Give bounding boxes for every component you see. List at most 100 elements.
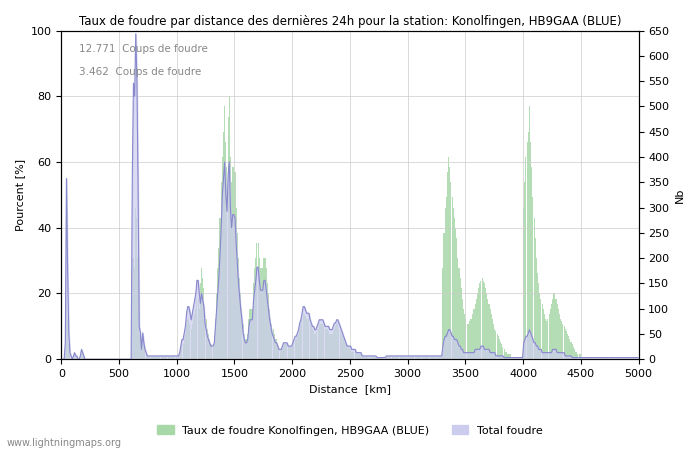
Bar xyxy=(601,357,603,359)
Bar xyxy=(67,319,68,359)
Bar xyxy=(564,326,565,359)
Bar xyxy=(493,324,494,359)
Bar xyxy=(394,357,395,359)
Bar xyxy=(608,358,610,359)
Bar xyxy=(297,337,298,359)
Bar xyxy=(460,278,461,359)
Bar xyxy=(615,358,617,359)
Text: 3.462  Coups de foudre: 3.462 Coups de foudre xyxy=(78,67,201,76)
Bar xyxy=(164,357,165,359)
Bar xyxy=(477,293,478,359)
Bar xyxy=(590,357,591,359)
Bar xyxy=(210,344,211,359)
Bar xyxy=(620,358,621,359)
Bar xyxy=(536,258,537,359)
Bar xyxy=(325,329,326,359)
Bar xyxy=(382,358,384,359)
Bar xyxy=(346,346,347,359)
Bar xyxy=(344,342,345,359)
Bar xyxy=(345,344,346,359)
Bar xyxy=(455,228,456,359)
Bar xyxy=(220,182,222,359)
Bar xyxy=(424,357,425,359)
Bar xyxy=(407,357,409,359)
Bar xyxy=(261,268,262,359)
Bar xyxy=(267,284,268,359)
Bar xyxy=(540,298,542,359)
Bar xyxy=(245,339,246,359)
Bar xyxy=(606,358,608,359)
Bar xyxy=(188,319,189,359)
Bar xyxy=(141,349,142,359)
Bar xyxy=(262,268,263,359)
Bar xyxy=(603,357,604,359)
Bar xyxy=(433,357,434,359)
Bar xyxy=(483,281,484,359)
Bar xyxy=(469,321,470,359)
Bar xyxy=(573,346,574,359)
Bar xyxy=(178,357,179,359)
Bar xyxy=(444,207,446,359)
X-axis label: Distance  [km]: Distance [km] xyxy=(309,384,391,395)
Bar xyxy=(587,357,588,359)
Bar xyxy=(299,329,300,359)
Bar xyxy=(326,329,327,359)
Bar xyxy=(453,207,454,359)
Bar xyxy=(134,268,135,359)
Bar xyxy=(228,117,229,359)
Bar xyxy=(471,319,472,359)
Text: www.lightningmaps.org: www.lightningmaps.org xyxy=(7,438,122,448)
Bar xyxy=(288,346,290,359)
Bar xyxy=(197,298,199,359)
Bar xyxy=(230,157,231,359)
Bar xyxy=(449,167,450,359)
Bar xyxy=(425,357,426,359)
Bar xyxy=(341,334,342,359)
Bar xyxy=(351,351,352,359)
Bar xyxy=(592,357,594,359)
Bar xyxy=(170,357,171,359)
Bar xyxy=(68,344,69,359)
Bar xyxy=(467,324,468,359)
Bar xyxy=(139,334,140,359)
Bar xyxy=(321,324,322,359)
Bar xyxy=(542,309,544,359)
Bar xyxy=(510,354,512,359)
Bar xyxy=(549,314,550,359)
Bar xyxy=(404,357,405,359)
Bar xyxy=(149,357,150,359)
Bar xyxy=(596,357,597,359)
Bar xyxy=(74,355,75,359)
Bar xyxy=(423,357,424,359)
Bar xyxy=(234,172,235,359)
Bar xyxy=(452,198,453,359)
Bar xyxy=(537,273,538,359)
Bar xyxy=(464,314,466,359)
Bar xyxy=(332,331,334,359)
Bar xyxy=(355,351,356,359)
Bar xyxy=(526,142,528,359)
Bar xyxy=(209,339,210,359)
Bar xyxy=(552,298,553,359)
Bar xyxy=(417,357,418,359)
Bar xyxy=(484,284,485,359)
Bar xyxy=(352,351,354,359)
Bar xyxy=(556,304,558,359)
Total foudre xyxy=(132,31,140,36)
Bar xyxy=(412,357,413,359)
Bar xyxy=(265,268,267,359)
Bar xyxy=(226,167,228,359)
Bar xyxy=(350,349,351,359)
Bar xyxy=(517,357,519,359)
Bar xyxy=(348,346,349,359)
Bar xyxy=(566,331,567,359)
Bar xyxy=(295,339,297,359)
Bar xyxy=(585,357,587,359)
Bar xyxy=(599,357,601,359)
Bar xyxy=(470,319,471,359)
Bar xyxy=(256,243,258,359)
Bar xyxy=(155,357,156,359)
Bar xyxy=(274,334,275,359)
Bar xyxy=(631,358,633,359)
Bar xyxy=(215,319,216,359)
